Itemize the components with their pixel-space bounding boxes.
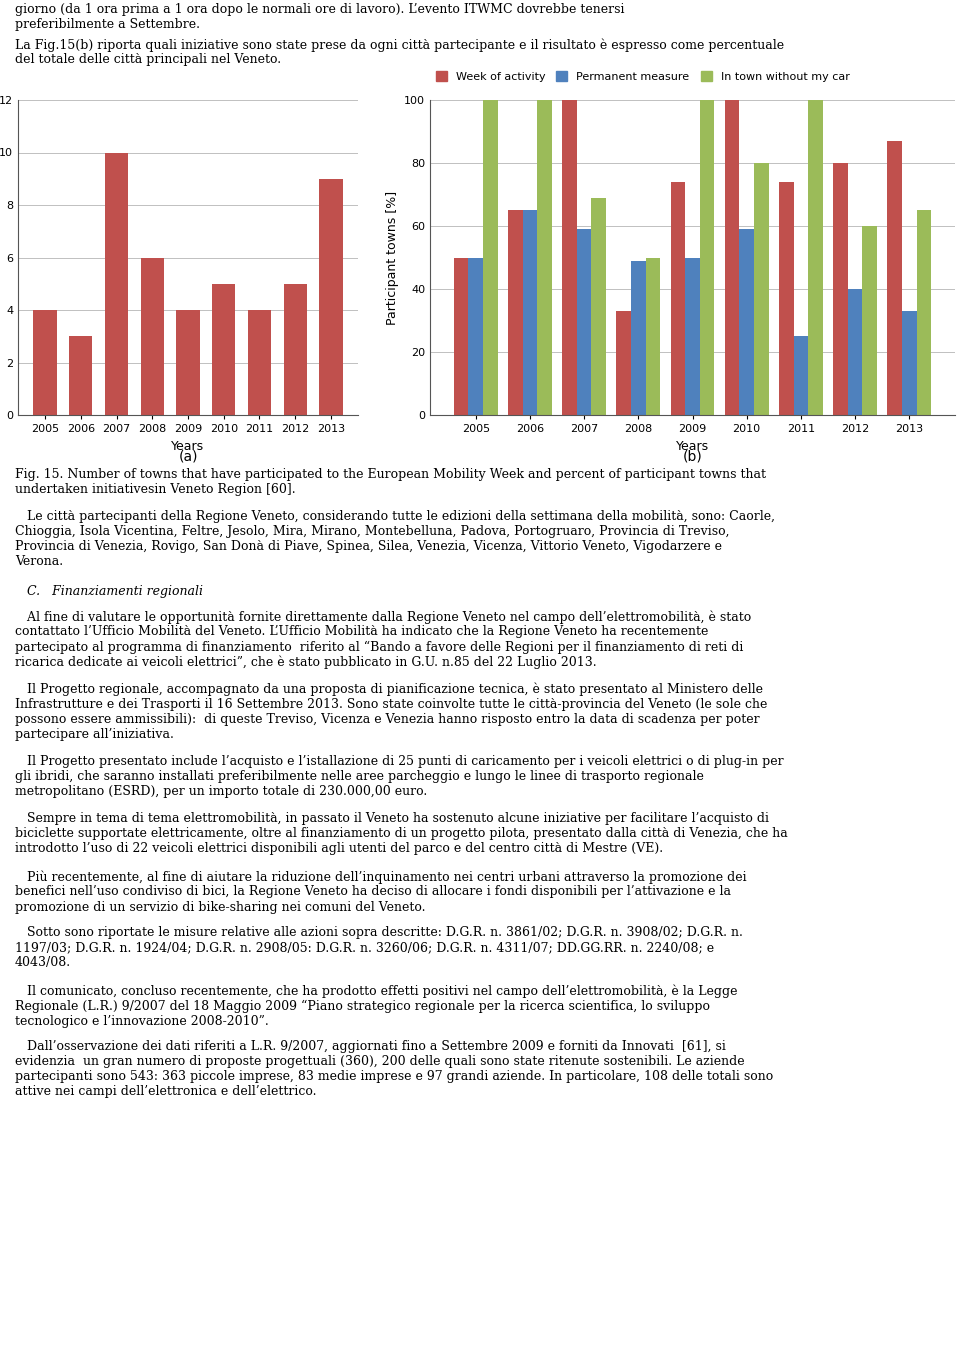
Bar bbox=[483, 100, 497, 415]
Text: Sotto sono riportate le misure relative alle azioni sopra descritte: D.G.R. n. 3: Sotto sono riportate le misure relative … bbox=[15, 925, 743, 969]
X-axis label: Years: Years bbox=[676, 440, 709, 452]
Bar bbox=[739, 229, 754, 415]
Bar bbox=[538, 100, 552, 415]
Bar bbox=[34, 310, 57, 415]
Text: Il Progetto presentato include l’acquisto e l’istallazione di 25 punti di carica: Il Progetto presentato include l’acquist… bbox=[15, 755, 783, 798]
Bar bbox=[320, 178, 343, 415]
Bar bbox=[725, 100, 739, 415]
Text: Fig. 15. Number of towns that have participated to the European Mobility Week an: Fig. 15. Number of towns that have parti… bbox=[15, 468, 766, 496]
Bar bbox=[69, 336, 92, 415]
Bar bbox=[577, 229, 591, 415]
Bar bbox=[248, 310, 271, 415]
Bar bbox=[685, 258, 700, 415]
Bar bbox=[917, 210, 931, 415]
Bar bbox=[808, 100, 823, 415]
Bar bbox=[700, 100, 714, 415]
Bar bbox=[105, 152, 128, 415]
Text: La Fig.15(b) riporta quali iniziative sono state prese da ogni città partecipant: La Fig.15(b) riporta quali iniziative so… bbox=[15, 38, 784, 67]
Legend: Week of activity, Permanent measure, In town without my car: Week of activity, Permanent measure, In … bbox=[436, 71, 850, 82]
Bar bbox=[670, 182, 685, 415]
X-axis label: Years: Years bbox=[172, 440, 204, 452]
Y-axis label: Participant towns [%]: Participant towns [%] bbox=[386, 191, 398, 325]
Bar bbox=[754, 163, 769, 415]
Bar bbox=[848, 289, 862, 415]
Text: (a): (a) bbox=[179, 450, 198, 463]
Bar bbox=[212, 284, 235, 415]
Bar bbox=[283, 284, 307, 415]
Text: giorno (da 1 ora prima a 1 ora dopo le normali ore di lavoro). L’evento ITWMC do: giorno (da 1 ora prima a 1 ora dopo le n… bbox=[15, 3, 625, 32]
Bar bbox=[616, 311, 631, 415]
Bar bbox=[779, 182, 794, 415]
Bar bbox=[591, 197, 606, 415]
Text: Le città partecipanti della Regione Veneto, considerando tutte le edizioni della: Le città partecipanti della Regione Vene… bbox=[15, 510, 775, 568]
Bar bbox=[522, 210, 538, 415]
Text: Sempre in tema di tema elettromobilità, in passato il Veneto ha sostenuto alcune: Sempre in tema di tema elettromobilità, … bbox=[15, 812, 788, 856]
Text: (b): (b) bbox=[683, 450, 703, 463]
Bar bbox=[887, 141, 901, 415]
Bar bbox=[141, 258, 164, 415]
Text: Dall’osservazione dei dati riferiti a L.R. 9/2007, aggiornati fino a Settembre 2: Dall’osservazione dei dati riferiti a L.… bbox=[15, 1041, 773, 1098]
Bar bbox=[508, 210, 522, 415]
Bar bbox=[862, 226, 877, 415]
Text: Il Progetto regionale, accompagnato da una proposta di pianificazione tecnica, è: Il Progetto regionale, accompagnato da u… bbox=[15, 683, 767, 742]
Text: C.   Finanziamenti regionali: C. Finanziamenti regionali bbox=[15, 585, 203, 598]
Text: Più recentemente, al fine di aiutare la riduzione dell’inquinamento nei centri u: Più recentemente, al fine di aiutare la … bbox=[15, 871, 747, 913]
Bar bbox=[646, 258, 660, 415]
Text: Al fine di valutare le opportunità fornite direttamente dalla Regione Veneto nel: Al fine di valutare le opportunità forni… bbox=[15, 610, 752, 669]
Bar bbox=[454, 258, 468, 415]
Bar bbox=[901, 311, 917, 415]
Bar bbox=[794, 336, 808, 415]
Bar bbox=[468, 258, 483, 415]
Text: Il comunicato, concluso recentemente, che ha prodotto effetti positivi nel campo: Il comunicato, concluso recentemente, ch… bbox=[15, 984, 737, 1028]
Bar bbox=[563, 100, 577, 415]
Bar bbox=[631, 260, 646, 415]
Bar bbox=[177, 310, 200, 415]
Bar bbox=[833, 163, 848, 415]
